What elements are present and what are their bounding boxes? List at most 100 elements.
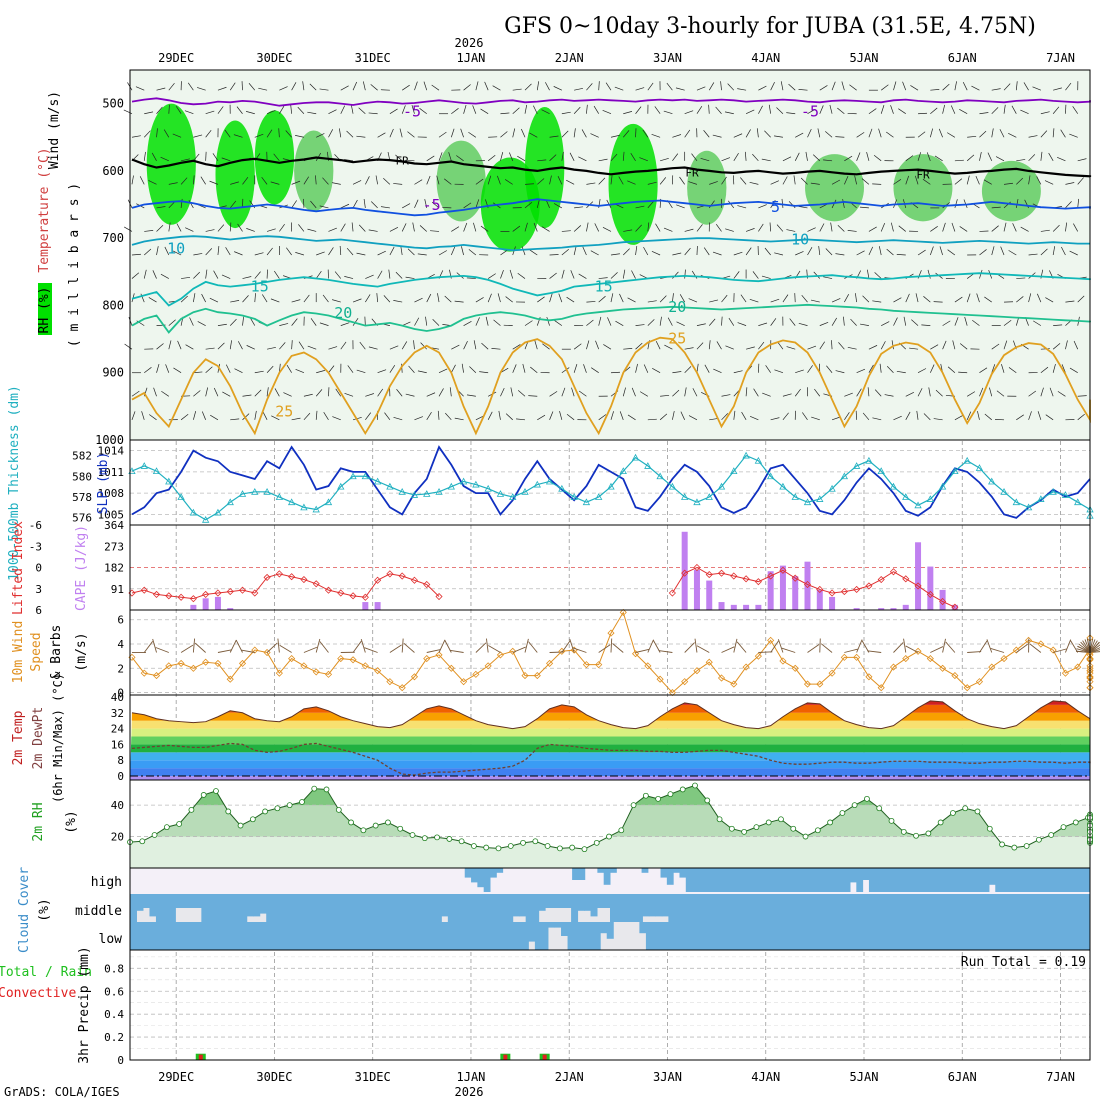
wind-barb: [225, 364, 231, 373]
wind-barb: [492, 85, 501, 91]
wind-barb: [229, 318, 237, 326]
wind-barb: [229, 222, 232, 232]
cloud-cell-middle: [272, 894, 280, 922]
cloud-cell-low: [730, 922, 738, 950]
cloud-cell-high: [666, 868, 674, 885]
wind-speed-point: [693, 667, 701, 675]
wind-barb: [230, 181, 239, 185]
wind-speed-point: [202, 658, 210, 666]
wind-speed-point: [914, 647, 922, 655]
thickness-point: [373, 477, 382, 485]
wind-barb: [1016, 159, 1026, 162]
wind-barb: [1065, 340, 1068, 350]
wind-barb: [524, 183, 535, 185]
rh2m-point: [139, 838, 146, 845]
cloud-cell-middle: [298, 894, 306, 922]
wind-barb: [975, 175, 980, 185]
wind-barb: [310, 200, 317, 209]
rh-blob: [480, 157, 540, 252]
li-point: [251, 589, 259, 597]
wind-barb: [389, 345, 399, 350]
wind-barb: [371, 201, 378, 209]
wind-barb: [696, 86, 706, 91]
cloud-cell-low: [587, 922, 595, 950]
wind-barb: [672, 153, 679, 162]
wind-barb: [615, 320, 624, 326]
wind-barb: [1037, 411, 1042, 420]
upper-ylabel-wind: Wind (m/s): [47, 91, 62, 169]
rh2m-point: [1048, 832, 1055, 838]
thickness-point: [951, 467, 959, 474]
wind-barb: [297, 106, 305, 114]
cloud-cell-middle: [837, 894, 845, 922]
wind-barb: [598, 316, 602, 326]
thickness-point: [165, 477, 173, 485]
wind-barb: [788, 201, 796, 209]
cloud-cell-low: [384, 922, 392, 950]
wind-barb: [181, 158, 190, 162]
cloud-cell-high: [572, 868, 579, 880]
wind-barb: [1052, 363, 1056, 373]
wind-barb: [279, 223, 285, 232]
li-ylabel: Lifted Index: [11, 521, 26, 615]
wind-barb: [153, 387, 157, 397]
cape-bar: [374, 602, 381, 610]
rh2m-point: [421, 835, 428, 842]
wind-barb: [721, 157, 731, 162]
wind-barb: [347, 365, 354, 373]
wind-barb: [549, 293, 553, 303]
wind-barb: [193, 371, 203, 374]
wind-barb: [595, 340, 600, 350]
wind-barb: [654, 106, 661, 114]
wind-barb: [549, 411, 554, 420]
wind-barb: [249, 317, 256, 326]
wind-barb-10m: [1053, 648, 1067, 653]
wind-barb: [242, 295, 249, 303]
wind-speed-point: [1049, 646, 1057, 654]
wind-barb: [856, 388, 862, 397]
wind-barb: [1020, 226, 1029, 232]
cloud-cell-high: [780, 868, 788, 892]
cloud-cell-low: [861, 922, 869, 950]
wind-barb-10m: [143, 641, 154, 653]
wind-barb: [951, 222, 956, 232]
wind-barb: [424, 199, 428, 208]
wind-speed-point: [226, 675, 234, 683]
cloud-cell-low: [828, 922, 836, 950]
wind-speed-point: [238, 659, 247, 667]
wind-barb: [426, 293, 432, 303]
wind-barb: [991, 246, 995, 256]
wind-barb-10m: [979, 640, 988, 653]
cloud-cell-high: [963, 868, 971, 892]
cloud-cell-low: [299, 922, 307, 950]
cloud-cell-middle: [772, 894, 780, 922]
wind-speed-point: [177, 659, 185, 667]
wind-barb: [630, 153, 636, 162]
cape-bar: [202, 598, 209, 610]
wind-barb: [959, 226, 968, 232]
wind-barb: [679, 294, 685, 303]
rh2m-point: [507, 843, 514, 849]
li-line: [671, 566, 956, 608]
cloud-cell-low: [450, 922, 458, 950]
cloud-ylabel-1: Cloud Cover: [17, 867, 32, 953]
wind-barb: [140, 293, 145, 303]
wind-barb: [583, 364, 587, 373]
wind-barb: [926, 152, 931, 161]
wind-barb: [844, 155, 853, 162]
wind-barb: [745, 129, 751, 138]
cape-bar: [915, 542, 922, 610]
wind-speed-point: [288, 655, 296, 663]
cloud-cell-low: [286, 922, 294, 950]
thickness-point: [1074, 498, 1082, 506]
wind-barb: [1077, 413, 1085, 421]
wind-barb-10m: [1029, 643, 1042, 653]
rh2m-point: [176, 821, 183, 827]
cape-bar: [743, 604, 750, 610]
wind-barb: [291, 299, 301, 303]
wind-barb: [307, 345, 317, 350]
thickness-point: [1024, 503, 1033, 511]
cloud-cell-high: [843, 868, 851, 892]
cloud-cell-middle: [285, 894, 293, 922]
wind-barb: [148, 297, 157, 303]
